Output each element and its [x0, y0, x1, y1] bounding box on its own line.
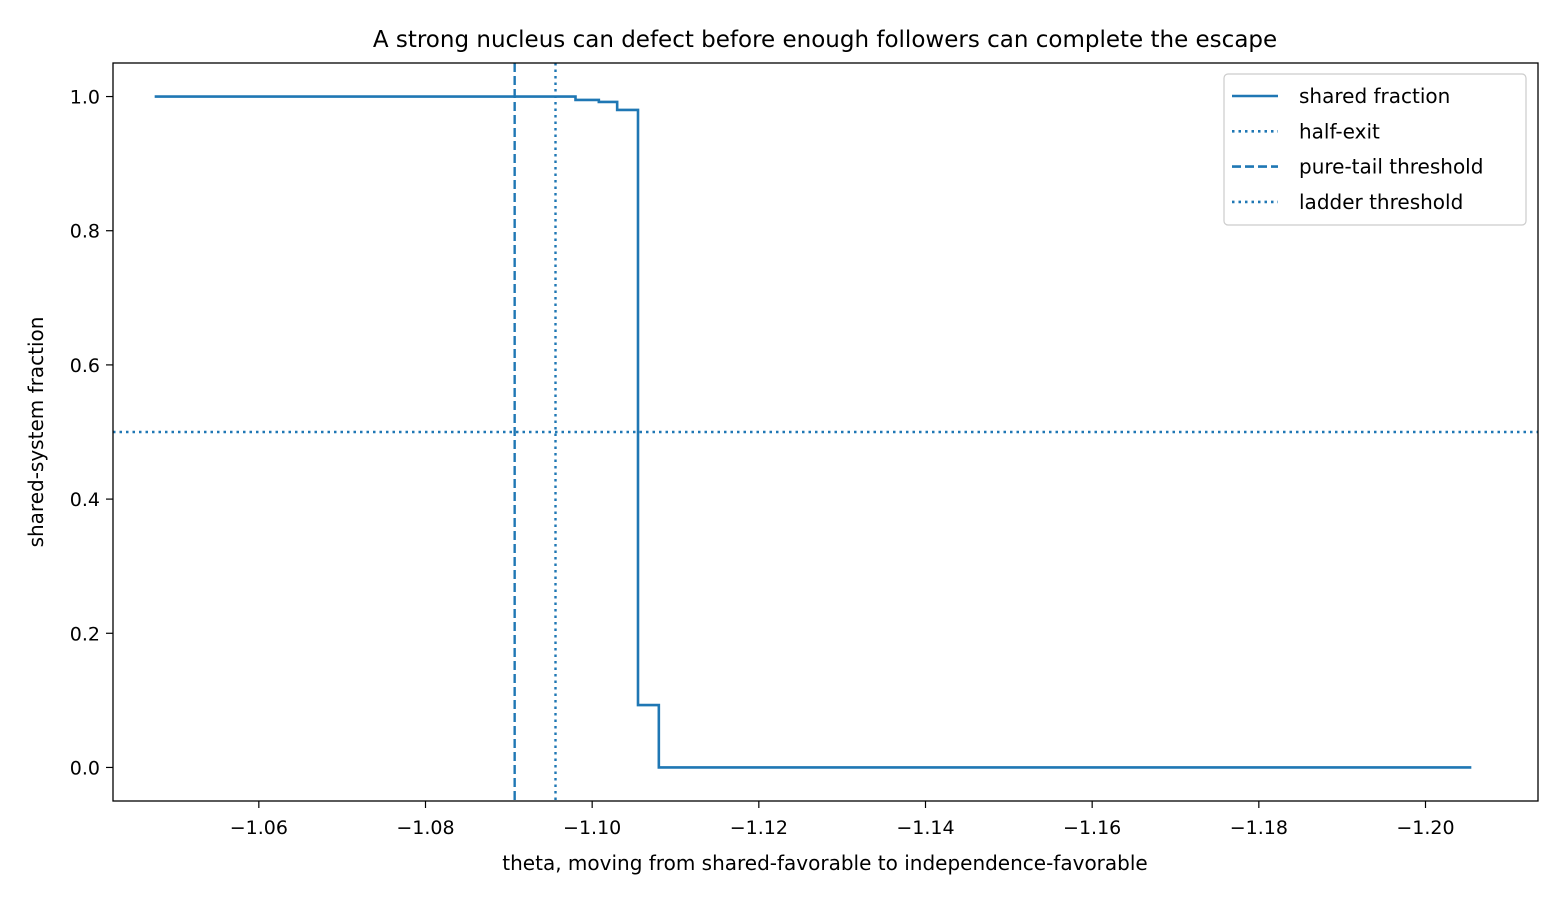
reference-lines — [113, 63, 1538, 801]
y-tick-label: 1.0 — [70, 87, 100, 109]
x-tick-label: −1.16 — [1063, 817, 1121, 839]
y-tick-label: 0.8 — [70, 221, 100, 243]
x-axis-label: theta, moving from shared-favorable to i… — [502, 851, 1147, 875]
x-tick-label: −1.14 — [896, 817, 954, 839]
y-axis: 0.0 0.2 0.4 0.6 0.8 1.0 — [70, 87, 113, 779]
series-line-shared-fraction — [154, 95, 1472, 769]
legend-label: shared fraction — [1299, 84, 1450, 108]
x-tick-label: −1.12 — [730, 817, 788, 839]
y-tick-label: 0.2 — [70, 623, 100, 645]
x-tick-label: −1.10 — [563, 817, 621, 839]
chart-title: A strong nucleus can defect before enoug… — [373, 27, 1277, 53]
legend-box — [1223, 73, 1527, 226]
x-tick-label: −1.08 — [396, 817, 454, 839]
y-tick-label: 0.0 — [70, 757, 100, 779]
legend-label: pure-tail threshold — [1299, 155, 1483, 179]
x-axis: −1.06 −1.08 −1.10 −1.12 −1.14 −1.16 −1.18 −1.20 — [230, 801, 1455, 839]
x-tick-label: −1.06 — [230, 817, 288, 839]
plot-frame — [112, 62, 1539, 802]
x-tick-label: −1.18 — [1230, 817, 1288, 839]
legend: shared fraction half-exit pure-tail thresh… — [1223, 73, 1527, 226]
legend-label: half-exit — [1299, 119, 1380, 143]
y-tick-label: 0.6 — [70, 355, 100, 377]
series-layer — [154, 95, 1472, 769]
x-tick-label: −1.20 — [1396, 817, 1454, 839]
legend-label: ladder threshold — [1299, 190, 1463, 214]
y-tick-label: 0.4 — [70, 489, 100, 511]
y-axis-label: shared-system fraction — [24, 317, 48, 548]
